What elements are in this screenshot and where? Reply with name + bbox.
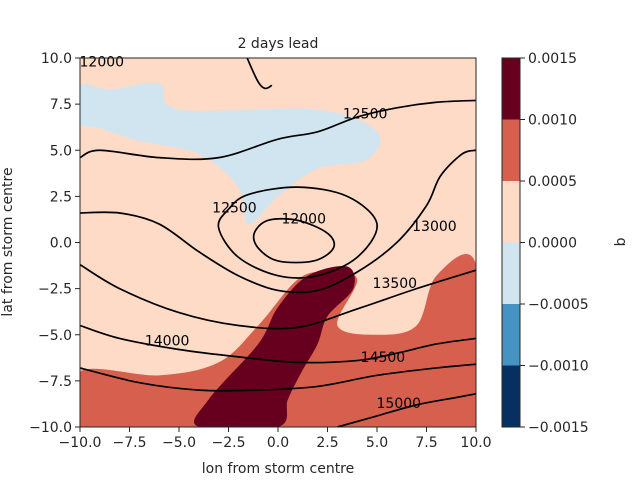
- x-axis-ticks: −10.0 −7.5 −5.0 −2.5 0.0 2.5 5.0 7.5 10.0: [59, 427, 492, 451]
- filled-region-3: [194, 265, 355, 427]
- contour-line-12500: [217, 186, 378, 279]
- y-tick-label: −10.0: [29, 420, 72, 436]
- contour-line-14500: [80, 363, 476, 392]
- x-tick-label: 5.0: [366, 435, 388, 451]
- contour-label: 13000: [412, 219, 457, 235]
- contour-lines: [80, 58, 476, 427]
- colorbar-segment: [502, 304, 520, 366]
- colorbar-segment: [502, 119, 520, 181]
- colorbar-segment: [502, 181, 520, 243]
- contour-line-13500: [80, 263, 476, 330]
- contour-line-15000: [337, 392, 476, 427]
- colorbar-tick-label: 0.0010: [528, 113, 577, 129]
- y-tick-label: 0.0: [50, 236, 72, 252]
- x-tick-label: 7.5: [415, 435, 437, 451]
- y-tick-label: 10.0: [41, 51, 72, 67]
- y-tick-label: 2.5: [50, 189, 72, 205]
- plot-area: 12500 12000 12500 13000 13500 14000 14500 15000…: [79, 55, 477, 428]
- colorbar-label: q: [613, 238, 629, 247]
- colorbar-tick-label: −0.0010: [528, 359, 589, 375]
- colorbar-segment: [502, 365, 520, 427]
- colorbar-tick-label: 0.0000: [528, 236, 577, 252]
- colorbar-tick-label: −0.0015: [528, 420, 589, 436]
- contour-line-12000: [246, 58, 273, 90]
- y-axis-ticks: −10.0 −7.5 −5.0 −2.5 0.0 2.5 5.0 7.5 10.0: [29, 51, 80, 436]
- x-axis-label: lon from storm centre: [202, 461, 355, 477]
- contour-label: 12500: [343, 106, 388, 122]
- contour-labels: 12500 12000 12500 13000 13500 14000 14500 15000…: [80, 55, 457, 412]
- contour-line-12000: [252, 217, 336, 264]
- y-axis-label: lat from storm centre: [0, 167, 16, 316]
- x-tick-label: −2.5: [212, 435, 246, 451]
- colorbar-tick-label: 0.0015: [528, 51, 577, 67]
- contour-label: 15000: [377, 396, 422, 412]
- contour-line-14000: [80, 324, 476, 364]
- filled-regions: [80, 83, 476, 427]
- chart-title: 2 days lead: [238, 36, 319, 52]
- x-tick-label: 2.5: [316, 435, 338, 451]
- y-tick-label: −7.5: [38, 374, 72, 390]
- x-tick-label: −5.0: [162, 435, 196, 451]
- contour-label: 12000: [281, 212, 326, 228]
- colorbar: −0.0015 −0.0010 −0.0005 0.0000 0.0005 0.0010 0…: [501, 51, 589, 436]
- y-tick-label: −5.0: [38, 328, 72, 344]
- colorbar-tick-label: 0.0005: [528, 174, 577, 190]
- contour-label: 12000: [80, 55, 125, 71]
- colorbar-tick-label: −0.0005: [528, 297, 589, 313]
- y-tick-label: 5.0: [50, 143, 72, 159]
- colorbar-segment: [502, 58, 520, 120]
- contour-label: 13500: [373, 276, 418, 292]
- contour-line-12500: [80, 99, 476, 161]
- contour-label: 14000: [145, 333, 190, 349]
- x-tick-label: −10.0: [59, 435, 102, 451]
- colorbar-segment: [502, 242, 520, 304]
- contour-label: 12500: [212, 200, 257, 216]
- x-tick-label: 10.0: [460, 435, 491, 451]
- filled-region-1: [80, 83, 381, 225]
- contour-line-13000: [80, 149, 476, 294]
- x-tick-label: 0.0: [267, 435, 289, 451]
- x-tick-label: −7.5: [113, 435, 147, 451]
- y-tick-label: 7.5: [50, 97, 72, 113]
- y-tick-label: −2.5: [38, 282, 72, 298]
- contour-label: 14500: [361, 350, 406, 366]
